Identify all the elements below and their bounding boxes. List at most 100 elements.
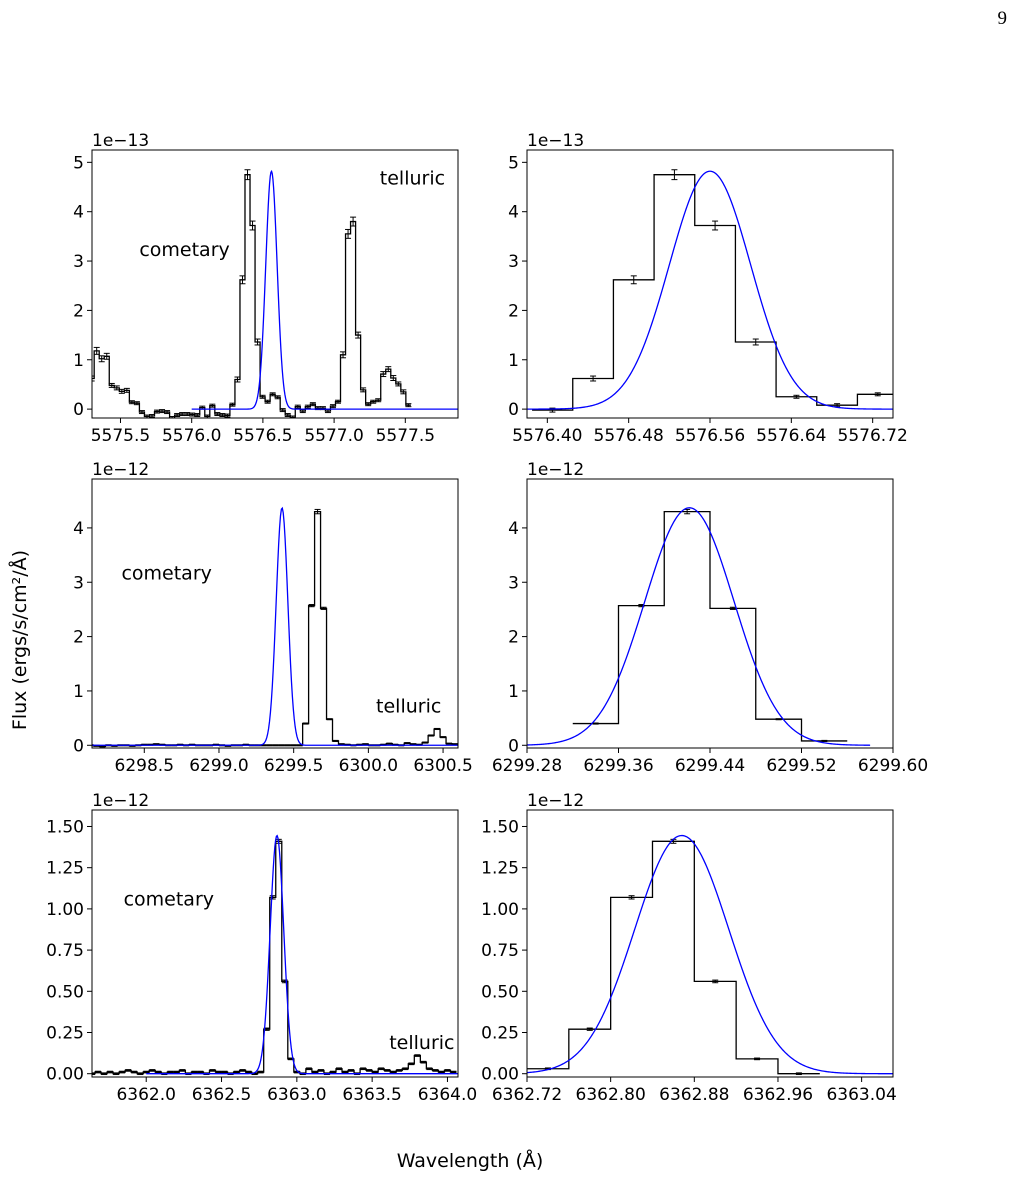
x-tick-label: 6362.80 [576, 1085, 646, 1105]
plot-area [92, 506, 458, 748]
error-bar [366, 1069, 373, 1072]
error-bar [128, 400, 135, 405]
error-bar [149, 1069, 156, 1072]
panel-2-2: 6299.28 6299.36 6299.44 6299.52 6299.60 0 1 2 3 4… [492, 460, 928, 776]
x-tick-label: 6362.5 [192, 1085, 251, 1105]
y-axis-label: Flux (ergs/s/cm²/Å) [9, 549, 31, 731]
error-bar [434, 727, 441, 731]
error-bar [422, 741, 429, 744]
error-bar [370, 399, 377, 404]
error-bar [334, 399, 341, 404]
x-tick-label: 5576.56 [675, 426, 745, 446]
error-bar [342, 1070, 349, 1074]
error-bar [712, 220, 719, 231]
error-bar [209, 1069, 216, 1072]
error-bar [92, 375, 95, 382]
y-tick-label: 3 [508, 252, 519, 272]
error-bar [107, 1070, 114, 1074]
y-tick-label: 1.00 [46, 900, 84, 920]
error-bar [154, 409, 161, 414]
error-bar [191, 1070, 198, 1074]
error-bar [390, 375, 397, 381]
error-bar [586, 1027, 593, 1031]
error-bar [245, 1070, 252, 1074]
error-bar [309, 402, 316, 407]
error-bar [793, 394, 800, 399]
error-bar [302, 722, 309, 725]
error-bar [284, 413, 291, 418]
y-tick-label: 2 [508, 628, 519, 648]
error-bar [348, 1069, 355, 1072]
x-tick-label: 6299.28 [492, 756, 562, 776]
y-tick-label: 1 [73, 682, 84, 702]
error-bar [113, 1072, 120, 1076]
error-bar [426, 1067, 433, 1071]
error-bar [444, 1069, 451, 1072]
error-bar [98, 355, 105, 363]
error-bar [428, 734, 435, 737]
error-bar [380, 371, 387, 378]
error-bar [269, 392, 276, 397]
y-tick-label: 0.00 [46, 1065, 84, 1085]
error-bar [336, 1067, 343, 1071]
error-bar [138, 410, 145, 415]
error-bar [372, 1070, 379, 1074]
gaussian-fit-line [527, 507, 871, 746]
y-tick-label: 4 [73, 519, 84, 539]
error-bar [249, 220, 256, 231]
error-bar [592, 722, 599, 725]
error-bar [320, 606, 327, 610]
error-bar [194, 413, 201, 418]
error-bar [671, 169, 678, 181]
error-bar [712, 979, 719, 984]
gaussian-fit-line [527, 170, 893, 410]
y-offset-label: 1e−13 [92, 131, 149, 151]
plot-area [92, 169, 458, 418]
error-bar [400, 389, 407, 395]
error-bar [169, 416, 176, 418]
annotation-cometary: cometary [139, 239, 229, 261]
x-tick-label: 6300.5 [413, 756, 472, 776]
error-bar [395, 381, 402, 387]
data-step-line [532, 174, 893, 411]
x-tick-label: 6299.44 [675, 756, 745, 776]
y-tick-label: 0.25 [46, 1024, 84, 1044]
error-bar [257, 1070, 264, 1074]
x-tick-label: 5576.72 [838, 426, 908, 446]
error-bar [375, 398, 382, 403]
y-tick-label: 0 [73, 736, 84, 756]
error-bar [360, 1067, 367, 1071]
error-bar [446, 742, 453, 745]
error-bar [259, 394, 266, 399]
plot-area [527, 507, 871, 746]
error-bar [590, 375, 597, 382]
y-offset-label: 1e−12 [92, 791, 149, 811]
error-bar [244, 169, 251, 181]
error-bar [254, 338, 261, 346]
error-bar [290, 744, 297, 747]
error-bar [405, 403, 412, 408]
y-tick-label: 4 [508, 519, 519, 539]
panel-1-2: 5576.40 5576.48 5576.56 5576.64 5576.72 0 1 2 3 4… [508, 131, 908, 446]
error-bar [390, 1070, 397, 1074]
x-tick-label: 5576.0 [162, 426, 221, 446]
annotation-cometary: cometary [121, 563, 211, 585]
error-bar [229, 402, 236, 407]
error-bar [239, 1069, 246, 1072]
error-bar [420, 1060, 427, 1064]
x-tick-label: 6362.88 [659, 1085, 729, 1105]
error-bar [438, 1070, 445, 1074]
x-tick-label: 6299.5 [264, 756, 323, 776]
error-bar [266, 744, 273, 747]
error-bar [224, 413, 231, 418]
error-bar [174, 413, 181, 418]
gaussian-fit-line [146, 834, 458, 1075]
error-bar [133, 401, 140, 406]
axes-frame [91, 478, 459, 749]
x-tick-label: 6362.72 [492, 1085, 562, 1105]
error-bar [414, 1054, 421, 1057]
error-bar [360, 387, 367, 393]
y-tick-label: 0.25 [481, 1024, 519, 1044]
y-offset-label: 1e−12 [92, 460, 149, 480]
